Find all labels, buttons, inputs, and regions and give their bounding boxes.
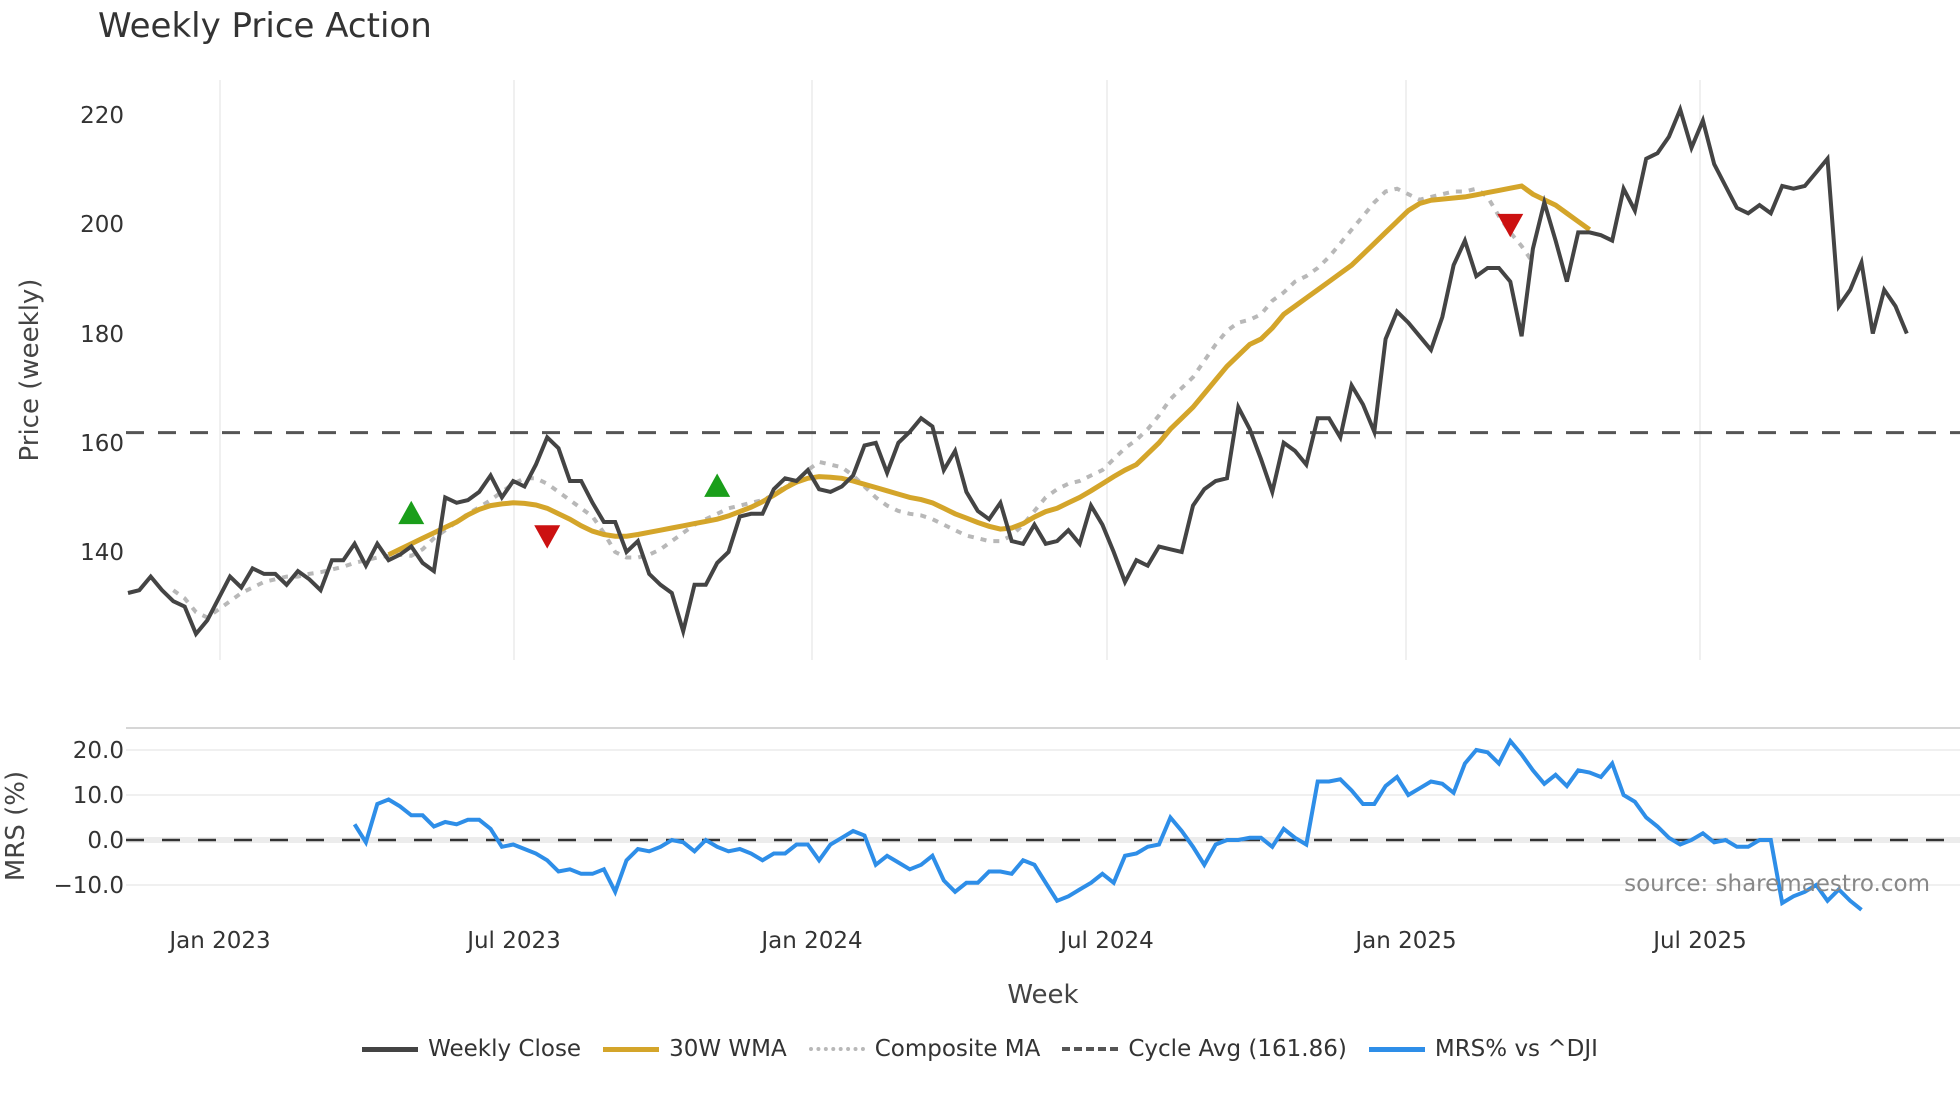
price-ytick: 160 [80,431,124,457]
x-axis: Jan 2023 Jul 2023 Jan 2024 Jul 2024 Jan … [167,928,1746,1010]
legend-label: Composite MA [874,1036,1041,1062]
mrs-line [352,737,1863,912]
mrs-ytick: 20.0 [73,738,124,764]
chart-title: Weekly Price Action [98,6,432,46]
source-attribution: source: sharemaestro.com [1624,871,1930,897]
buy-signal-triangle-up-icon [398,500,425,525]
xtick: Jan 2023 [167,928,270,954]
xtick: Jul 2023 [465,928,561,954]
legend-label: MRS% vs ^DJI [1434,1036,1598,1062]
x-axis-label: Week [1007,980,1078,1010]
mrs-ytick: 0.0 [87,828,124,854]
mrs-ytick: −10.0 [54,873,124,899]
mrs-ytick: 10.0 [73,783,124,809]
price-ytick: 180 [80,322,124,348]
legend-swatch-solid-icon [1368,1046,1425,1052]
legend-item-cycle-avg[interactable]: Cycle Avg (161.86) [1062,1036,1347,1062]
xtick: Jan 2024 [759,928,862,954]
legend-swatch-dotted-icon [808,1047,865,1051]
price-ytick: 220 [80,103,124,129]
legend-item-mrs[interactable]: MRS% vs ^DJI [1368,1036,1598,1062]
legend-item-composite-ma[interactable]: Composite MA [808,1036,1041,1062]
chart-canvas: 140 160 180 200 220 Price (weekly) −10.0… [1,80,1960,1010]
composite-ma-line [172,186,1535,620]
mrs-y-axis: −10.0 0.0 10.0 20.0 MRS (%) [1,738,124,899]
legend-swatch-solid-icon [603,1046,660,1052]
legend-label: Weekly Close [428,1036,582,1062]
price-series [127,103,1909,639]
signal-markers [398,213,1524,549]
price-y-label: Price (weekly) [15,279,45,462]
mrs-gridlines [126,727,1960,886]
legend-label: Cycle Avg (161.86) [1128,1036,1347,1062]
legend: Weekly Close 30W WMA Composite MA Cycle … [0,1036,1960,1062]
sell-signal-triangle-down-icon [534,525,561,549]
sell-signal-triangle-down-icon [1497,213,1524,238]
legend-item-weekly-close[interactable]: Weekly Close [362,1036,581,1062]
xtick: Jul 2024 [1058,928,1154,954]
price-ytick: 140 [80,540,124,566]
xtick: Jan 2025 [1353,928,1456,954]
legend-swatch-solid-icon [362,1046,419,1052]
buy-signal-triangle-up-icon [704,473,731,497]
wma-30w-line [387,183,1592,557]
price-y-axis: 140 160 180 200 220 Price (weekly) [15,103,124,566]
price-gridlines [126,80,1960,660]
legend-item-30w-wma[interactable]: 30W WMA [603,1036,787,1062]
mrs-y-label: MRS (%) [1,771,31,881]
mrs-series [352,737,1863,912]
xtick: Jul 2025 [1651,928,1747,954]
legend-label: 30W WMA [669,1036,787,1062]
weekly-close-line [127,103,1909,639]
legend-swatch-dashed-icon [1062,1047,1119,1051]
price-ytick: 200 [80,212,124,238]
